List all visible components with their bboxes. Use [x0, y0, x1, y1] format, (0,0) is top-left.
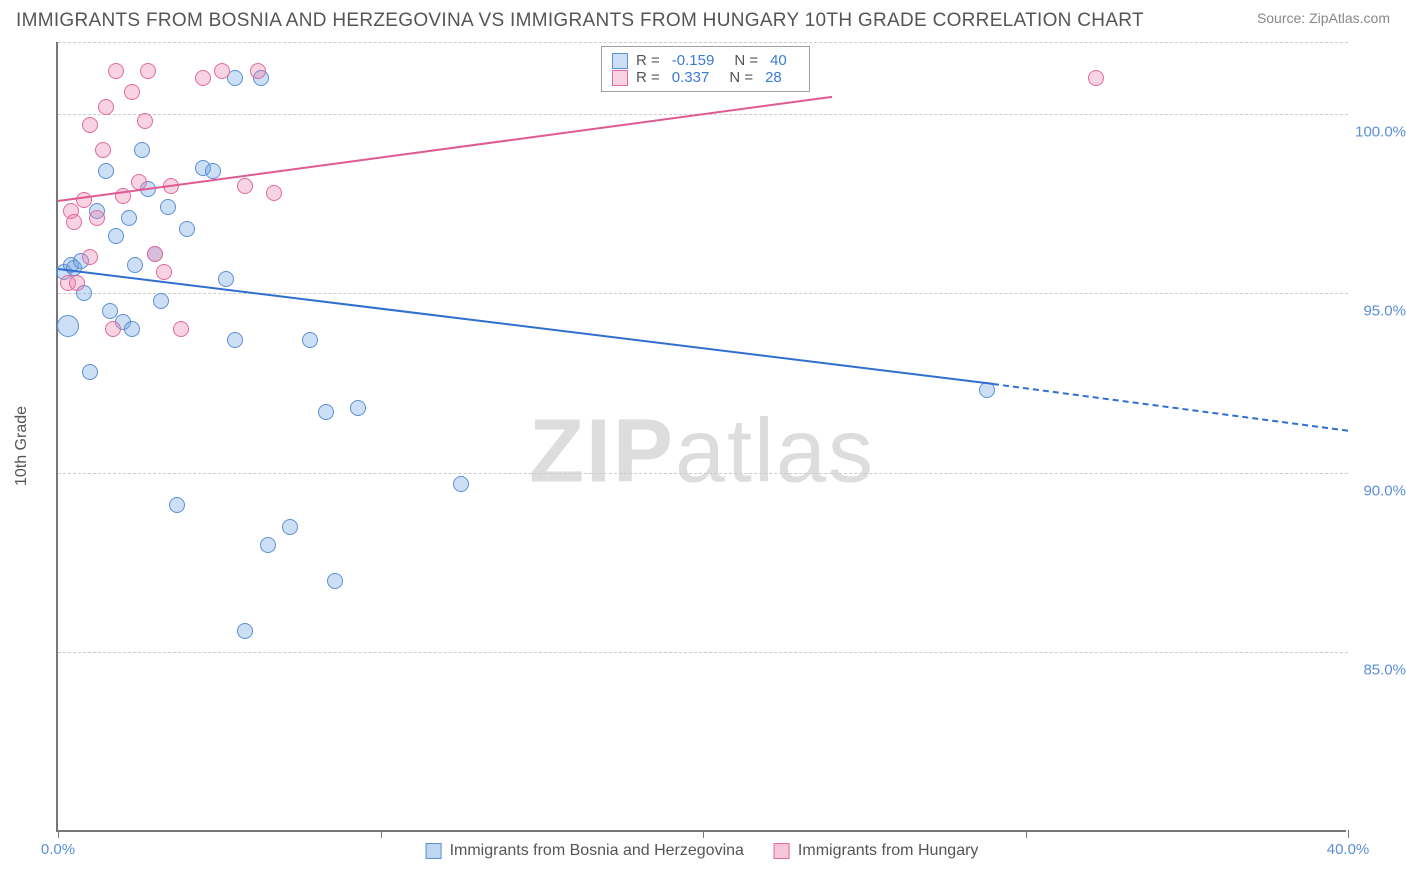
data-point	[140, 63, 156, 79]
data-point	[250, 63, 266, 79]
data-point	[350, 400, 366, 416]
data-point	[173, 321, 189, 337]
chart-source: Source: ZipAtlas.com	[1257, 10, 1390, 26]
y-tick-label: 90.0%	[1351, 482, 1406, 499]
data-point	[89, 210, 105, 226]
data-point	[237, 178, 253, 194]
watermark: ZIPatlas	[529, 400, 875, 503]
data-point	[266, 185, 282, 201]
trend-line-dashed	[993, 383, 1348, 432]
y-axis-label: 10th Grade	[13, 406, 31, 486]
trend-line	[58, 268, 993, 385]
data-point	[124, 321, 140, 337]
data-point	[195, 70, 211, 86]
data-point	[95, 142, 111, 158]
data-point	[69, 275, 85, 291]
legend-series: Immigrants from Bosnia and Herzegovina Im…	[426, 842, 979, 860]
y-tick-label: 85.0%	[1351, 662, 1406, 679]
legend-item: Immigrants from Hungary	[774, 842, 979, 860]
data-point	[282, 519, 298, 535]
data-point	[82, 364, 98, 380]
x-tick	[58, 830, 59, 838]
data-point	[134, 142, 150, 158]
x-tick	[1348, 830, 1349, 838]
data-point	[121, 210, 137, 226]
y-tick-label: 95.0%	[1351, 303, 1406, 320]
legend-stat-row: R =-0.159N =40	[612, 52, 799, 69]
data-point	[98, 163, 114, 179]
legend-item: Immigrants from Bosnia and Herzegovina	[426, 842, 744, 860]
data-point	[82, 249, 98, 265]
data-point	[302, 332, 318, 348]
legend-swatch	[774, 843, 790, 859]
x-tick	[703, 830, 704, 838]
data-point	[105, 321, 121, 337]
data-point	[169, 497, 185, 513]
legend-label: Immigrants from Hungary	[798, 842, 979, 860]
legend-stats: R =-0.159N =40R =0.337N =28	[601, 46, 810, 92]
data-point	[108, 228, 124, 244]
x-tick	[1026, 830, 1027, 838]
gridline	[58, 652, 1348, 653]
legend-swatch	[612, 70, 628, 86]
data-point	[82, 117, 98, 133]
data-point	[327, 573, 343, 589]
data-point	[205, 163, 221, 179]
data-point	[76, 192, 92, 208]
data-point	[137, 113, 153, 129]
legend-swatch	[426, 843, 442, 859]
data-point	[156, 264, 172, 280]
data-point	[179, 221, 195, 237]
data-point	[318, 404, 334, 420]
data-point	[227, 332, 243, 348]
data-point	[124, 84, 140, 100]
data-point	[57, 315, 79, 337]
gridline	[58, 42, 1348, 43]
legend-stat-row: R =0.337N =28	[612, 69, 799, 86]
x-tick-label: 40.0%	[1327, 841, 1370, 858]
gridline	[58, 473, 1348, 474]
data-point	[98, 99, 114, 115]
legend-swatch	[612, 53, 628, 69]
data-point	[160, 199, 176, 215]
x-tick	[381, 830, 382, 838]
data-point	[218, 271, 234, 287]
legend-label: Immigrants from Bosnia and Herzegovina	[450, 842, 744, 860]
chart-title: IMMIGRANTS FROM BOSNIA AND HERZEGOVINA V…	[16, 10, 1144, 32]
data-point	[108, 63, 124, 79]
data-point	[147, 246, 163, 262]
trend-line	[58, 96, 832, 202]
data-point	[1088, 70, 1104, 86]
data-point	[153, 293, 169, 309]
y-tick-label: 100.0%	[1351, 123, 1406, 140]
data-point	[453, 476, 469, 492]
x-tick-label: 0.0%	[41, 841, 75, 858]
data-point	[237, 623, 253, 639]
data-point	[66, 214, 82, 230]
chart-plot-area: ZIPatlas R =-0.159N =40R =0.337N =28 Imm…	[56, 42, 1346, 832]
data-point	[214, 63, 230, 79]
data-point	[127, 257, 143, 273]
data-point	[260, 537, 276, 553]
